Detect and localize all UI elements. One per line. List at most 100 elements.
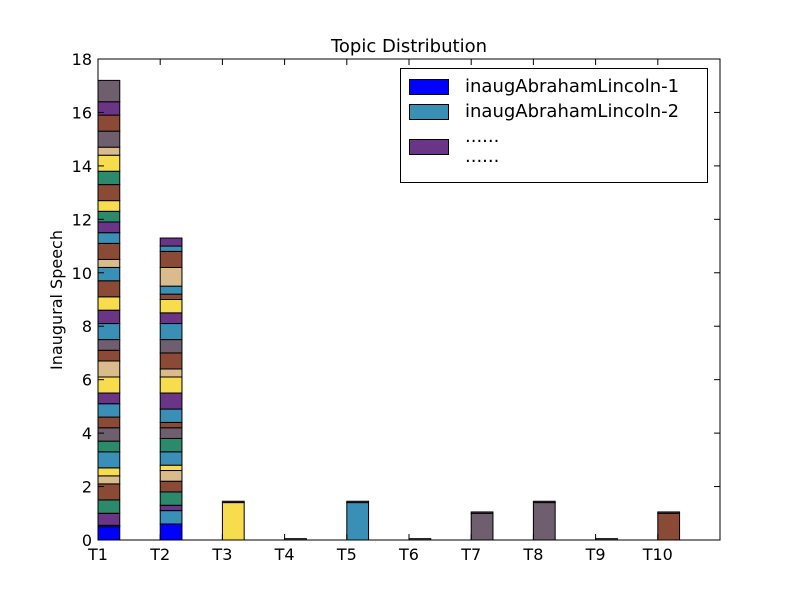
bar-segment (97, 451, 121, 469)
bar-segment (159, 480, 183, 493)
bar-segment (97, 526, 121, 541)
y-axis-label: Inaugural Speech (47, 230, 66, 370)
bar-segment (97, 258, 121, 268)
bar-segment (97, 242, 121, 260)
x-tick-label: T9 (585, 545, 606, 564)
x-tick-label: T10 (642, 545, 673, 564)
legend: inaugAbrahamLincoln-1 inaugAbrahamLincoln… (400, 68, 708, 183)
y-tick-label: 12 (72, 210, 92, 229)
bar-segment (97, 114, 121, 132)
x-tick-label: T3 (211, 545, 232, 564)
bar-segment (159, 491, 183, 506)
bar-segment (159, 250, 183, 268)
bar-segment (159, 470, 183, 482)
bar-segment (97, 339, 121, 351)
bar-segment (470, 511, 494, 514)
bar-segment (657, 511, 681, 514)
legend-label: inaugAbrahamLincoln-2 (465, 101, 680, 122)
bar-segment (159, 427, 183, 439)
bar-segment (159, 376, 183, 394)
bar-segment (97, 101, 121, 116)
y-tick-label: 16 (72, 103, 92, 122)
y-tick-label: 4 (82, 424, 92, 443)
bar-segment (159, 339, 183, 354)
bar-segment (346, 500, 370, 504)
y-tick-label: 2 (82, 478, 92, 497)
bar-segment (97, 416, 121, 429)
legend-entry: inaugAbrahamLincoln-1 (409, 77, 707, 97)
bar-segment (346, 502, 370, 541)
x-tick-label: T2 (149, 545, 170, 564)
bar-segment (657, 512, 681, 541)
y-tick-label: 18 (72, 50, 92, 69)
bar-segment (532, 500, 556, 504)
bar-segment (97, 296, 121, 311)
bar-segment (159, 285, 183, 295)
bar-segment (97, 475, 121, 485)
bar-segment (97, 266, 121, 282)
bar-segment (159, 392, 183, 410)
x-tick-label: T6 (398, 545, 419, 564)
x-tick-label: T8 (522, 545, 543, 564)
bar-segment (97, 360, 121, 378)
bar-segment (159, 510, 183, 525)
x-tick-label: T5 (336, 545, 357, 564)
y-tick-label: 10 (72, 264, 92, 283)
x-tick-label: T7 (460, 545, 481, 564)
bar-segment (97, 210, 121, 223)
legend-entry: ...... ...... (409, 127, 707, 167)
bar-segment (97, 200, 121, 212)
bar-segment (159, 451, 183, 466)
bar-segment (159, 437, 183, 453)
bar-segment (159, 504, 183, 512)
bar-segment (97, 184, 121, 202)
bar-segment (159, 523, 183, 541)
bar-segment (159, 266, 183, 287)
bar-segment (159, 299, 183, 314)
x-tick-label: T4 (274, 545, 295, 564)
bar-segment (97, 349, 121, 362)
legend-swatch (409, 79, 449, 95)
bar-segment (159, 368, 183, 378)
bar-segment (159, 312, 183, 325)
bar-segment (470, 512, 494, 541)
bar-segment (97, 440, 121, 453)
bar-segment (159, 408, 183, 423)
bar-segment (97, 232, 121, 244)
bar-segment (159, 464, 183, 472)
bar-segment (159, 237, 183, 247)
legend-label: inaugAbrahamLincoln-1 (465, 76, 680, 97)
bar-segment (97, 146, 121, 156)
bar-segment (97, 499, 121, 514)
chart-title: Topic Distribution (330, 36, 487, 57)
bar-segment (159, 421, 183, 429)
bar-segment (97, 309, 121, 325)
bar-segment (159, 352, 183, 370)
bar-segment (159, 245, 183, 252)
y-tick-label: 6 (82, 371, 92, 390)
bars (97, 79, 681, 541)
bar-segment (97, 130, 121, 148)
legend-swatch (409, 104, 449, 120)
legend-swatch (409, 139, 449, 155)
bar-segment (97, 170, 121, 186)
bar-segment (532, 502, 556, 541)
bar-segment (97, 280, 121, 298)
y-tick-label: 0 (82, 531, 92, 550)
bar-segment (97, 467, 121, 477)
y-tick-label: 14 (72, 157, 92, 176)
bar-segment (97, 403, 121, 418)
bar-segment (97, 221, 121, 234)
x-tick-label: T1 (87, 545, 108, 564)
bar-segment (221, 500, 245, 504)
bar-segment (97, 427, 121, 442)
bar-segment (97, 392, 121, 405)
bar-segment (97, 154, 121, 172)
bar-segment (159, 323, 183, 341)
legend-entry: inaugAbrahamLincoln-2 (409, 102, 707, 122)
bar-segment (97, 512, 121, 526)
bar-segment (97, 79, 121, 103)
legend-label: ...... ...... (465, 126, 500, 167)
bar-segment (221, 502, 245, 541)
